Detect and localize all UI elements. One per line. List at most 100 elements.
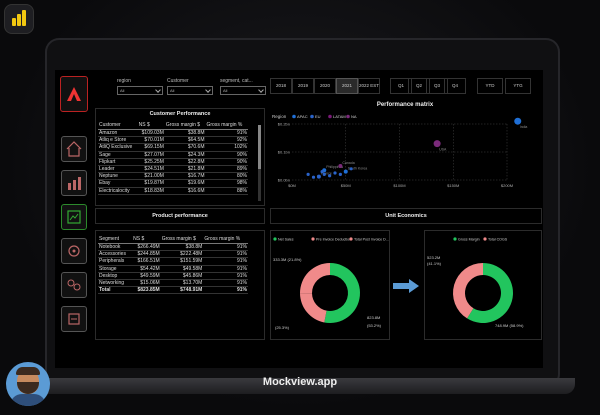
table-row[interactable]: Sage $27.07M $24.3M 90% xyxy=(98,151,248,159)
table-cell: $266.49M xyxy=(132,243,161,252)
data-point[interactable] xyxy=(316,174,321,179)
column-header[interactable]: Gross margin $ xyxy=(160,235,204,244)
column-header[interactable]: Gross margin % xyxy=(203,235,248,244)
data-point[interactable] xyxy=(433,140,441,148)
table-cell: Neptune xyxy=(98,172,138,181)
table-row[interactable]: Leader $24.51M $21.8M 89% xyxy=(98,165,248,174)
table-row[interactable]: AtliQ Exclusive $69.15M $70.6M 102% xyxy=(98,143,248,152)
legend-label[interactable]: Net Sales xyxy=(278,238,294,242)
column-header[interactable]: Gross margin $ xyxy=(164,121,206,130)
table-row[interactable]: Flipkart $25.25M $22.8M 90% xyxy=(98,158,248,166)
donut-slice[interactable] xyxy=(300,293,327,323)
data-point[interactable] xyxy=(514,117,522,125)
finance-view-icon[interactable] xyxy=(61,170,87,196)
total-gm: $748.91M xyxy=(160,286,204,295)
data-point[interactable] xyxy=(320,170,324,174)
data-label: (25.3%) xyxy=(275,325,290,330)
table-row[interactable]: Accessories $244.85M $222.48M 91% xyxy=(98,250,248,259)
region-filter[interactable]: region All xyxy=(117,78,163,95)
year-2019-button[interactable]: 2019 xyxy=(292,78,314,94)
data-point[interactable] xyxy=(333,171,337,175)
legend-label[interactable]: NA xyxy=(351,114,357,119)
donut-slice[interactable] xyxy=(324,263,360,323)
table-row[interactable]: Desktop $49.59M $45.86M 91% xyxy=(98,272,248,280)
legend-label[interactable]: EU xyxy=(315,114,321,119)
donut-slice[interactable] xyxy=(467,263,513,323)
table-cell: $15.06M xyxy=(132,279,161,288)
filter-value[interactable]: All xyxy=(220,86,266,95)
legend-label[interactable]: Total Post Invoice D... xyxy=(354,238,389,242)
donut-slice[interactable] xyxy=(453,263,483,319)
column-header[interactable]: Segment xyxy=(98,235,133,244)
column-header[interactable]: Customer xyxy=(98,121,138,130)
table-row[interactable]: Storage $54.42M $49.58M 91% xyxy=(98,265,248,273)
column-header[interactable]: NS $ xyxy=(137,121,165,130)
legend-label[interactable]: Total COGS xyxy=(488,238,508,242)
table-cell: Sage xyxy=(98,151,138,159)
year-2018-button[interactable]: 2018 xyxy=(270,78,292,94)
marketing-view-icon[interactable] xyxy=(61,238,87,264)
column-header[interactable]: NS $ xyxy=(132,235,161,244)
total-ns: $823.85M xyxy=(132,286,161,295)
column-header[interactable]: Gross margin % xyxy=(205,121,248,130)
year-2021-button[interactable]: 2021 xyxy=(336,78,358,94)
data-point[interactable] xyxy=(338,172,342,176)
legend-label[interactable]: APAC xyxy=(297,114,308,119)
table-row[interactable]: Notebook $266.49M $38.8M 91% xyxy=(98,243,248,252)
ytg-button[interactable]: YTG xyxy=(505,78,531,94)
data-point[interactable] xyxy=(306,172,310,176)
customer-filter[interactable]: Customer All xyxy=(167,78,213,95)
data-point[interactable] xyxy=(338,164,343,168)
data-label: (41.1%) xyxy=(427,261,442,266)
data-label: 333.3M (21.8%) xyxy=(273,257,302,262)
data-point[interactable] xyxy=(349,167,353,171)
point-label: USA xyxy=(439,148,447,152)
segment-filter[interactable]: segment, cat... All xyxy=(220,78,266,95)
data-point[interactable] xyxy=(328,174,332,178)
data-point[interactable] xyxy=(322,172,326,176)
scrollbar[interactable] xyxy=(258,125,261,201)
scatter-chart[interactable]: Region APAC EU LATAM NA $0.2bn $0.1bn $0.0bn$0M… xyxy=(270,110,540,198)
ytd-button[interactable]: YTD xyxy=(477,78,503,94)
filter-value[interactable]: All xyxy=(117,86,163,95)
table-cell: $27.07M xyxy=(137,151,165,159)
table-row[interactable]: Electricalocity $18.83M $16.6M 88% xyxy=(98,187,248,195)
quarter-q2-button[interactable]: Q2 xyxy=(408,78,430,94)
legend-label[interactable]: Gross Margin xyxy=(458,238,480,242)
table-row[interactable]: Amazon $109.03M $38.8M 91% xyxy=(98,129,248,138)
year-2022-button[interactable]: 2022 EST xyxy=(358,78,380,94)
data-point[interactable] xyxy=(311,175,316,179)
filter-value[interactable]: All xyxy=(167,86,213,95)
sales-view-icon[interactable] xyxy=(61,204,87,230)
table-cell: $21.00M xyxy=(137,172,165,181)
table-cell: $24.3M xyxy=(164,151,206,159)
table-row[interactable]: Networking $15.06M $13.70M 91% xyxy=(98,279,248,288)
point-label: Canada xyxy=(342,161,354,165)
net-sales-donut-chart[interactable]: Net Sales Pre Invoice Deduction Total Post… xyxy=(271,231,389,339)
quarter-q3-button[interactable]: Q3 xyxy=(426,78,448,94)
home-icon[interactable] xyxy=(61,136,87,162)
table-cell: 80% xyxy=(205,172,248,181)
panel-title: Product performance xyxy=(152,213,208,219)
supply-chain-icon[interactable] xyxy=(61,272,87,298)
quarter-q4-button[interactable]: Q4 xyxy=(444,78,466,94)
segment-cell: Accessories xyxy=(98,250,133,259)
legend-label[interactable]: Pre Invoice Deduction xyxy=(316,238,351,242)
x-tick-label: $200M xyxy=(501,183,513,188)
table-cell: $70.01M xyxy=(137,136,165,145)
executive-view-icon[interactable] xyxy=(61,306,87,332)
table-row[interactable]: Atliq e Store $70.01M $64.5M 92% xyxy=(98,136,248,145)
donut-slice[interactable] xyxy=(300,263,330,294)
table-cell: 91% xyxy=(203,250,248,259)
table-cell: 92% xyxy=(205,136,248,145)
gross-margin-donut-chart[interactable]: Gross Margin Total COGS 523.2M(41.1%) 748.9… xyxy=(425,231,541,339)
data-point[interactable] xyxy=(343,169,348,174)
legend-label[interactable]: LATAM xyxy=(333,114,346,119)
quarter-q1-button[interactable]: Q1 xyxy=(390,78,412,94)
table-row[interactable]: Peripherals $166.51M $151.59M 91% xyxy=(98,257,248,266)
year-2020-button[interactable]: 2020 xyxy=(314,78,336,94)
table-row[interactable]: Ebay $19.87M $19.6M 98% xyxy=(98,179,248,188)
gross-margin-donut-panel: Gross Margin Total COGS 523.2M (41.1%) 748.9… xyxy=(424,230,542,340)
table-cell: $109.03M xyxy=(137,129,165,138)
table-row[interactable]: Neptune $21.00M $16.7M 80% xyxy=(98,172,248,181)
